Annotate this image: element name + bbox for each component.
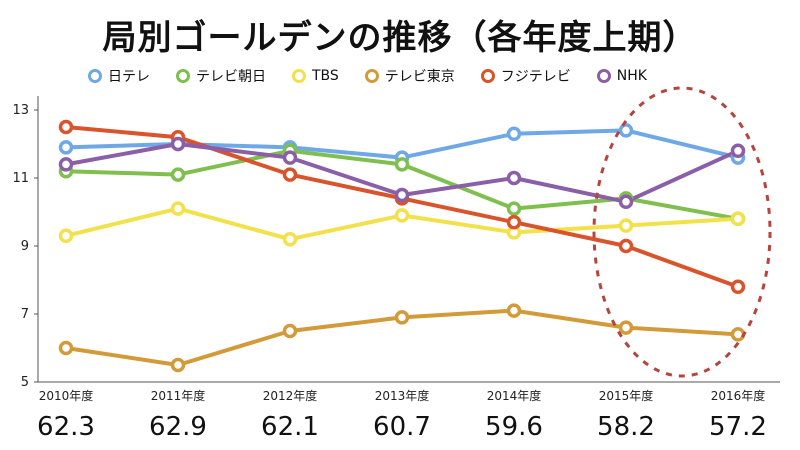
chart-legend: 日テレ テレビ朝日 TBS テレビ東京 フジテレビ NHK — [88, 66, 647, 86]
legend-marker-3 — [364, 69, 379, 83]
data-point-5 — [58, 157, 74, 172]
y-tick-label: 5 — [21, 375, 29, 390]
total-value: 59.6 — [485, 412, 543, 442]
data-point-3 — [394, 310, 410, 325]
x-tick-label: 2016年度 — [711, 388, 766, 403]
data-point-5 — [394, 187, 410, 203]
legend-item-3: テレビ東京 — [364, 66, 455, 86]
y-tick-label: 11 — [12, 171, 29, 186]
data-point-5 — [282, 150, 298, 165]
legend-item-5: NHK — [596, 68, 647, 84]
data-point-3 — [58, 340, 74, 356]
data-point-5 — [506, 170, 522, 186]
data-point-3 — [282, 323, 298, 339]
data-point-2 — [58, 228, 74, 244]
data-point-4 — [730, 279, 746, 295]
total-value: 60.7 — [373, 412, 431, 442]
data-point-4 — [506, 214, 522, 230]
x-tick-label: 2015年度 — [599, 388, 654, 403]
data-point-0 — [58, 140, 74, 155]
data-point-0 — [618, 123, 634, 138]
x-tick-label: 2012年度 — [263, 388, 318, 403]
legend-label-3: テレビ東京 — [384, 69, 455, 85]
legend-marker-2 — [292, 69, 306, 83]
data-point-2 — [394, 208, 410, 223]
total-value: 57.2 — [709, 412, 767, 442]
data-point-5 — [730, 143, 746, 159]
total-value: 62.3 — [37, 412, 95, 442]
data-point-4 — [618, 238, 634, 254]
total-value: 62.9 — [149, 412, 207, 442]
x-tick-label: 2013年度 — [375, 388, 430, 403]
legend-label-4: フジテレビ — [500, 69, 571, 85]
data-point-4 — [282, 167, 298, 182]
data-point-5 — [618, 194, 634, 210]
data-point-2 — [730, 211, 746, 227]
y-tick-label: 13 — [12, 103, 29, 118]
legend-label-5: NHK — [616, 68, 647, 84]
data-point-5 — [170, 136, 186, 152]
data-point-3 — [730, 327, 746, 342]
data-point-2 — [282, 231, 298, 247]
total-value: 62.1 — [261, 412, 319, 442]
data-point-2 — [618, 218, 634, 233]
legend-marker-0 — [88, 69, 102, 83]
chart-title: 局別ゴールデンの推移（各年度上期） — [102, 18, 698, 58]
legend-item-1: テレビ朝日 — [176, 66, 266, 86]
data-point-3 — [506, 303, 522, 318]
legend-item-2: TBS — [292, 68, 339, 84]
legend-item-4: フジテレビ — [480, 66, 571, 86]
data-point-3 — [618, 320, 634, 335]
legend-label-0: 日テレ — [108, 69, 150, 85]
totals-row: 62.3 62.9 62.1 60.7 59.6 58.2 57.2 — [0, 412, 800, 446]
legend-label-1: テレビ朝日 — [196, 69, 266, 85]
legend-label-2: TBS — [312, 68, 339, 84]
data-point-2 — [170, 201, 186, 216]
y-tick-label: 7 — [21, 307, 29, 322]
data-point-1 — [170, 167, 186, 182]
highlight-ellipse — [592, 86, 772, 378]
legend-marker-1 — [176, 69, 190, 83]
data-point-3 — [170, 357, 186, 373]
data-point-0 — [506, 126, 522, 142]
x-tick-label: 2014年度 — [487, 388, 542, 403]
data-point-1 — [394, 157, 410, 172]
legend-marker-4 — [480, 69, 495, 83]
y-tick-label: 9 — [21, 239, 29, 254]
x-tick-label: 2010年度 — [39, 388, 94, 403]
data-point-1 — [506, 201, 522, 216]
legend-marker-5 — [596, 69, 611, 83]
data-point-4 — [58, 119, 74, 135]
x-tick-label: 2011年度 — [151, 388, 206, 403]
total-value: 58.2 — [597, 412, 655, 442]
legend-item-0: 日テレ — [88, 66, 150, 86]
